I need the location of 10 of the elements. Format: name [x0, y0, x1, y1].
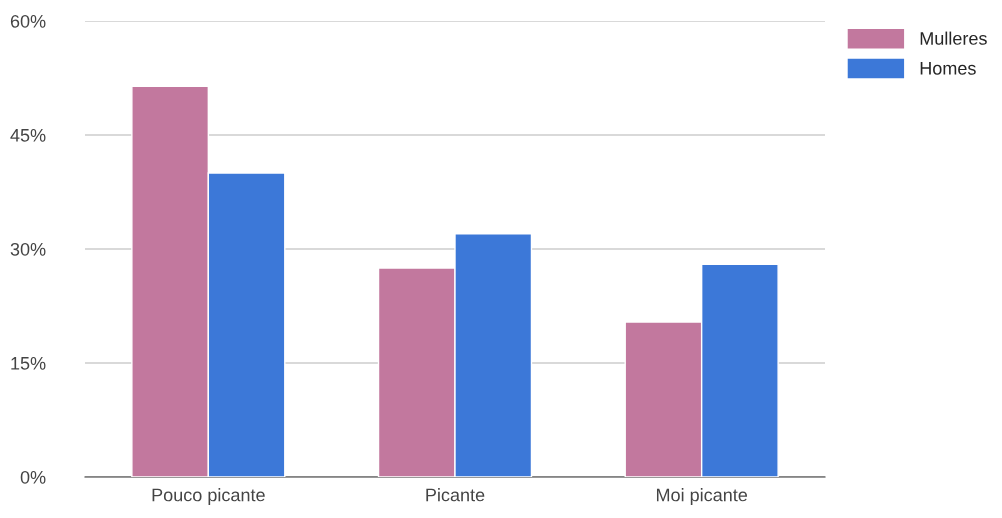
legend-label: Mulleres [920, 31, 987, 45]
y-tick-label: 15% [11, 357, 46, 370]
legend-label: Homes [920, 62, 976, 75]
y-tick-label: 45% [10, 129, 46, 142]
y-tick-label: 60% [10, 14, 46, 28]
y-tick-label: 0% [20, 470, 46, 484]
x-tick-label: Picante [426, 488, 485, 502]
y-tick-label: 30% [10, 242, 46, 256]
x-tick-label: Pouco picante [152, 488, 265, 505]
x-tick-label: Moi picante [656, 488, 748, 505]
